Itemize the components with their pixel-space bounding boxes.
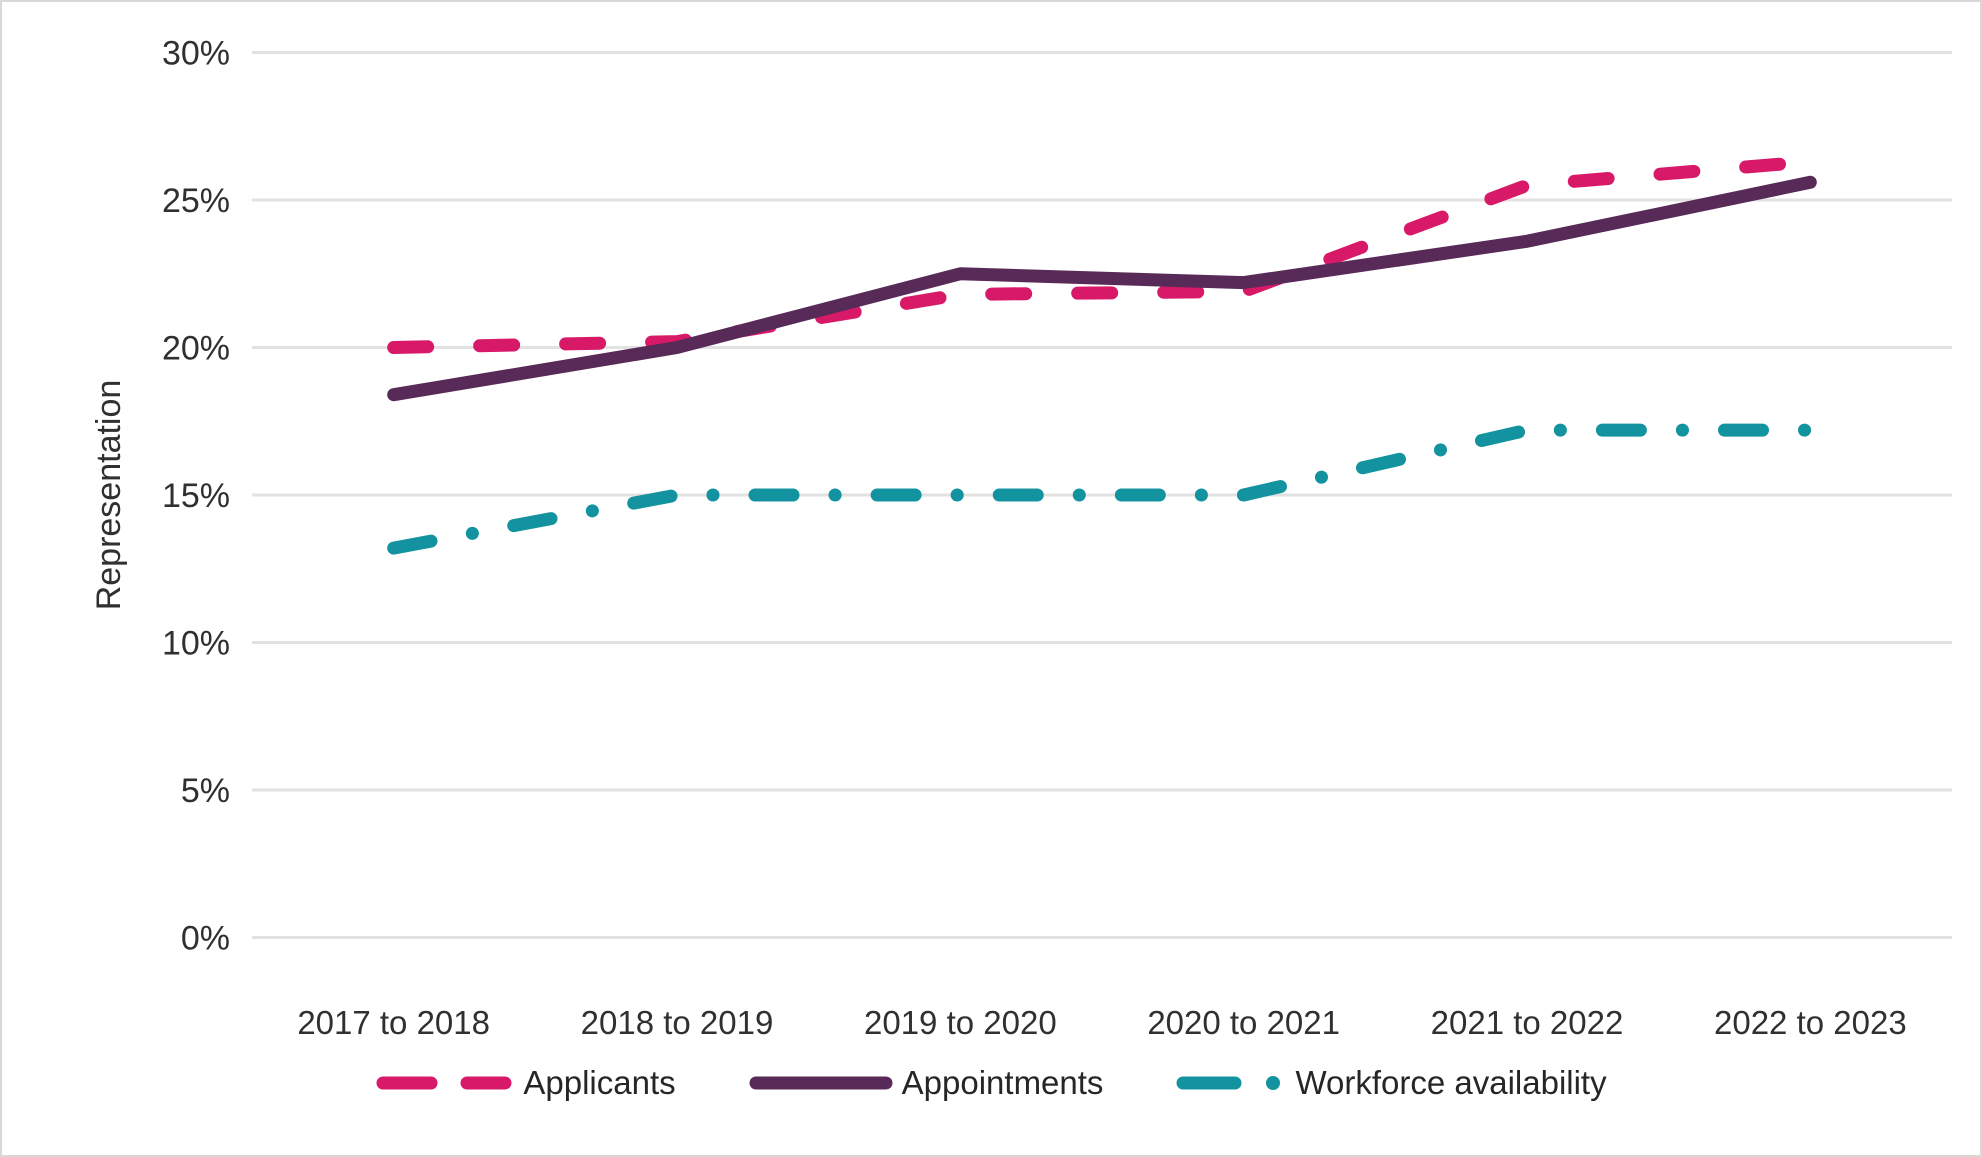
x-axis-category-labels: 2017 to 2018 2018 to 2019 2019 to 2020 2020… [297,1004,1906,1041]
legend-item-appointments: Appointments [748,1064,1104,1102]
y-tick-label: 5% [181,772,230,810]
y-tick-label: 0% [181,920,230,958]
y-tick-label: 20% [162,330,230,368]
legend-label-applicants: Applicants [523,1064,676,1101]
y-tick-label: 15% [162,477,230,515]
legend-item-applicants: Applicants [375,1064,676,1102]
series-line-workforce-availability [387,423,1817,555]
workforce-availability-dash-dot-swatch-icon [1176,1076,1281,1090]
legend: Applicants Appointments Workforce availa… [2,1064,1980,1102]
appointments-solid-swatch-icon [749,1076,893,1090]
x-category-label: 2021 to 2022 [1431,1004,1624,1041]
y-axis-tick-labels: 0% 5% 10% 15% 20% 25% 30% [162,35,230,958]
applicants-dashed-swatch-icon [376,1076,512,1090]
series-line-appointments [387,175,1817,402]
x-category-label: 2019 to 2020 [864,1004,1057,1041]
y-tick-label: 30% [162,35,230,73]
y-tick-label: 25% [162,182,230,220]
gridlines [252,51,1952,939]
legend-label-appointments: Appointments [901,1064,1104,1101]
series-line-applicants [387,155,1817,354]
series-lines [387,155,1817,555]
y-tick-label: 10% [162,625,230,663]
x-category-label: 2022 to 2023 [1714,1004,1907,1041]
x-category-label: 2017 to 2018 [297,1004,490,1041]
x-category-label: 2018 to 2019 [581,1004,774,1041]
legend-label-workforce-availability: Workforce availability [1295,1064,1607,1101]
y-axis-title: Representation [90,380,128,611]
x-category-label: 2020 to 2021 [1147,1004,1340,1041]
legend-item-workforce-availability: Workforce availability [1175,1064,1607,1102]
